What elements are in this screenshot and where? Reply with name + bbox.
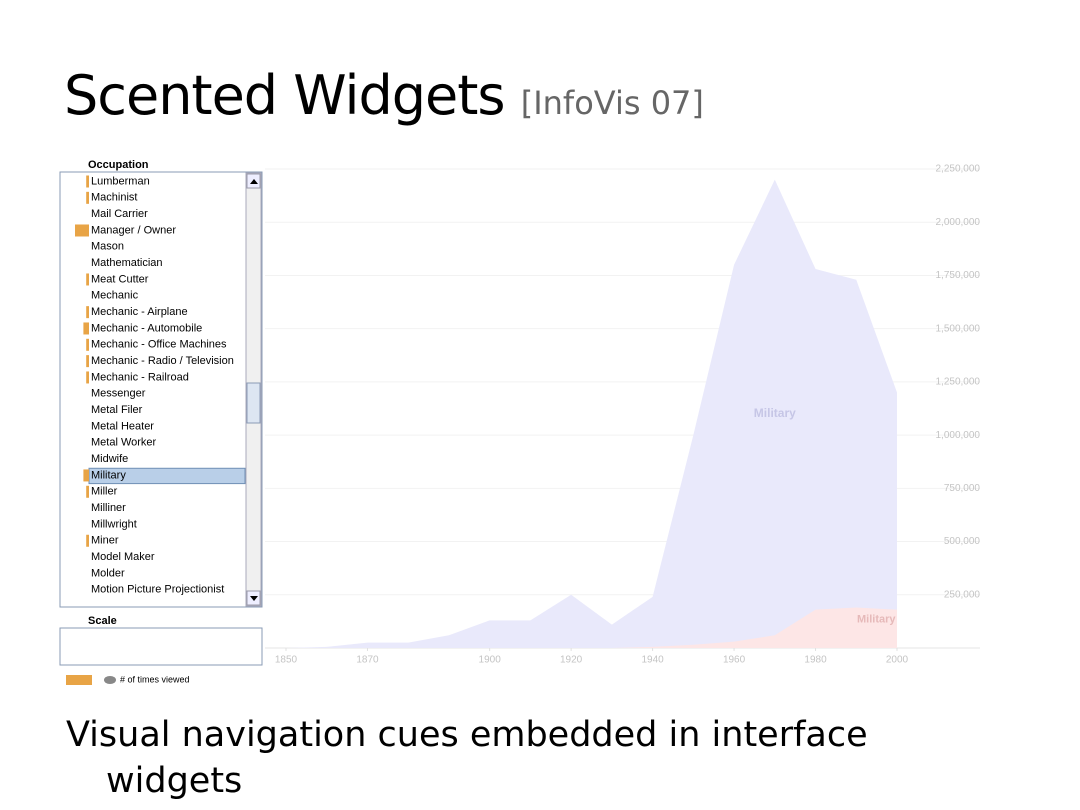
scent-bar <box>86 175 89 188</box>
list-item[interactable]: Mail Carrier <box>91 208 148 220</box>
x-tick-label: 1850 <box>275 655 298 666</box>
scent-bar <box>86 534 89 547</box>
list-item[interactable]: Mechanic - Railroad <box>91 371 189 383</box>
y-tick-label: 250,000 <box>944 589 981 600</box>
arrow-down <box>250 596 258 601</box>
list-item[interactable]: Mechanic - Automobile <box>91 322 202 334</box>
list-item[interactable]: Mechanic <box>91 290 139 302</box>
slide-title: Scented Widgets [InfoVis 07] <box>64 64 704 127</box>
x-tick-label: 2000 <box>886 655 909 666</box>
scent-bar <box>86 273 89 286</box>
area-label: Military <box>754 406 796 420</box>
x-tick-label: 1900 <box>479 655 502 666</box>
list-item[interactable]: Milliner <box>91 502 126 514</box>
scent-bar <box>86 485 89 498</box>
list-item[interactable]: Millwright <box>91 518 137 530</box>
list-header: Occupation <box>88 159 149 171</box>
screenshot: Occupation Lumberman Machinist Mail Carrie… <box>59 159 980 685</box>
list-item[interactable]: Machinist <box>91 192 137 204</box>
list-item[interactable]: Molder <box>91 567 125 579</box>
scent-bar <box>86 191 89 204</box>
list-item[interactable]: Model Maker <box>91 551 155 563</box>
list-item[interactable]: Metal Filer <box>91 404 143 416</box>
scale-header: Scale <box>88 615 117 627</box>
y-tick-label: 1,500,000 <box>936 323 981 334</box>
eye-icon <box>104 676 116 684</box>
list-item[interactable]: Midwife <box>91 453 128 465</box>
scent-bar <box>86 338 89 351</box>
x-tick-label: 1960 <box>723 655 746 666</box>
y-tick-label: 1,250,000 <box>936 377 981 388</box>
list-item[interactable]: Manager / Owner <box>91 224 176 236</box>
y-tick-label: 2,250,000 <box>936 164 981 175</box>
scent-bar <box>83 322 89 335</box>
x-tick-label: 1940 <box>641 655 664 666</box>
scroll-thumb[interactable] <box>246 382 261 424</box>
y-tick-label: 2,000,000 <box>936 217 981 228</box>
list-item[interactable]: Metal Worker <box>91 437 157 449</box>
title-main: Scented Widgets <box>64 64 506 127</box>
list-item[interactable]: Military <box>91 469 126 481</box>
arrow-up <box>250 179 258 184</box>
scent-bar <box>86 371 89 384</box>
x-tick-label: 1920 <box>560 655 583 666</box>
legend-swatch <box>66 675 92 685</box>
scent-bar <box>75 224 89 237</box>
list-item[interactable]: Mechanic - Radio / Television <box>91 355 234 367</box>
legend-label: # of times viewed <box>120 674 190 684</box>
list-rows: Lumberman Machinist Mail Carrier Manager / … <box>75 175 246 596</box>
list-item[interactable]: Mechanic - Office Machines <box>91 339 227 351</box>
list-item[interactable]: Motion Picture Projectionist <box>91 584 224 596</box>
caption: Visual navigation cues embedded in inter… <box>66 715 868 801</box>
y-tick-label: 500,000 <box>944 536 981 547</box>
list-item[interactable]: Messenger <box>91 388 146 400</box>
area <box>286 179 897 648</box>
list-item[interactable]: Metal Heater <box>91 420 154 432</box>
title-note: [InfoVis 07] <box>520 84 704 122</box>
list-item[interactable]: Mathematician <box>91 257 163 269</box>
chart: 250,000 500,000 750,000 1,000,000 1,250,000 1… <box>265 164 980 666</box>
area <box>286 607 897 648</box>
scale-box <box>59 627 263 666</box>
x-tick-label: 1870 <box>356 655 379 666</box>
list-item[interactable]: Meat Cutter <box>91 273 149 285</box>
list-item[interactable]: Mason <box>91 241 124 253</box>
list-item[interactable]: Miner <box>91 535 119 547</box>
list-box <box>59 171 263 608</box>
y-tick-label: 1,000,000 <box>936 430 981 441</box>
list-item[interactable]: Miller <box>91 486 118 498</box>
list-item[interactable]: Mechanic - Airplane <box>91 306 188 318</box>
scent-bar <box>83 469 89 482</box>
y-tick-label: 750,000 <box>944 483 981 494</box>
area-label: Military <box>857 613 896 625</box>
scent-bar <box>86 306 89 319</box>
y-tick-label: 1,750,000 <box>936 270 981 281</box>
scent-bar <box>86 355 89 368</box>
list-item[interactable]: Lumberman <box>91 175 150 187</box>
x-tick-label: 1980 <box>804 655 827 666</box>
